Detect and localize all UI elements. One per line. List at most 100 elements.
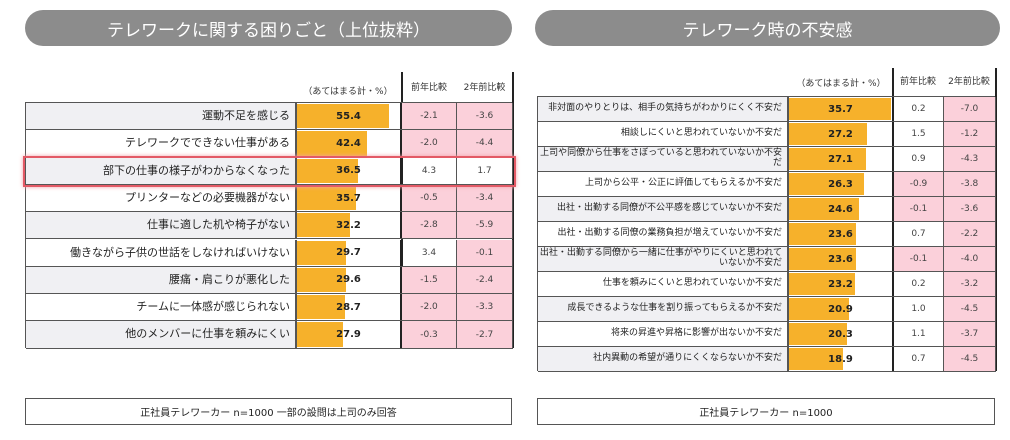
- left-col2-header: 2年前比較: [463, 83, 506, 93]
- bar: [789, 198, 860, 220]
- table-row: 仕事に適した机や椅子がない 32.2 -2.8 -5.9: [26, 212, 513, 240]
- row-label: 仕事を頼みにくいと思われていないか不安だ: [538, 272, 789, 296]
- bar: [297, 158, 358, 183]
- bar: [789, 348, 843, 370]
- left-divider-2: [512, 72, 514, 348]
- row-label: 出社・出勤する同僚が不公平感を感じていないか不安だ: [538, 197, 789, 221]
- two-year-cell: -1.2: [944, 122, 996, 146]
- two-year-cell: -3.3: [457, 294, 513, 321]
- bar-cell: 29.6: [297, 266, 402, 294]
- yoy-cell: 0.2: [894, 97, 944, 121]
- bar-value: 28.7: [336, 301, 361, 313]
- row-label: プリンターなどの必要機器がない: [26, 184, 297, 212]
- two-year-cell: -3.8: [944, 172, 996, 196]
- bar: [789, 323, 847, 345]
- two-year-cell: -4.0: [944, 247, 996, 271]
- table-row: プリンターなどの必要機器がない 35.7 -0.5 -3.4: [26, 184, 513, 213]
- two-year-cell: -0.1: [457, 239, 513, 266]
- table-row: 相談しにくいと思われていないか不安だ 27.2 1.5 -1.2: [538, 122, 996, 147]
- right-divider-2: [995, 68, 997, 371]
- right-col2-header: 2年前比較: [948, 77, 990, 87]
- row-label: 将来の昇進や昇格に影響が出ないか不安だ: [538, 322, 789, 346]
- bar-value: 29.7: [336, 247, 361, 259]
- two-year-cell: -2.7: [457, 321, 513, 348]
- yoy-cell: 0.2: [894, 272, 944, 296]
- two-year-cell: -3.6: [457, 103, 513, 130]
- bar-cell: 32.2: [297, 212, 402, 239]
- table-row: 他のメンバーに仕事を頼みにくい 27.9 -0.3 -2.7: [26, 321, 513, 349]
- bar: [789, 223, 857, 245]
- table-row: 腰痛・肩こりが悪化した 29.6 -1.5 -2.4: [26, 266, 513, 295]
- yoy-cell: -0.5: [402, 184, 457, 212]
- bar: [789, 98, 891, 120]
- bar-value: 23.2: [828, 278, 853, 290]
- bar: [297, 104, 389, 129]
- bar-cell: 20.3: [789, 322, 894, 346]
- bar: [297, 295, 345, 320]
- row-label: 部下の仕事の様子がわからなくなった: [26, 157, 297, 184]
- yoy-cell: -2.8: [402, 212, 457, 239]
- table-row: 運動不足を感じる 55.4 -2.1 -3.6: [26, 103, 513, 131]
- table-row: 出社・出勤する同僚が不公平感を感じていないか不安だ 24.6 -0.1 -3.6: [538, 197, 996, 222]
- bar: [789, 148, 867, 170]
- bar-value: 26.3: [828, 178, 853, 190]
- right-footer-note: 正社員テレワーカー n=1000: [537, 398, 995, 425]
- two-year-cell: -3.7: [944, 322, 996, 346]
- two-year-cell: -4.5: [944, 347, 996, 371]
- bar: [297, 267, 347, 293]
- bar: [297, 185, 357, 211]
- row-label: 上司から公平・公正に評価してもらえるか不安だ: [538, 172, 789, 196]
- bar-cell: 27.9: [297, 321, 402, 348]
- table-row: 仕事を頼みにくいと思われていないか不安だ 23.2 0.2 -3.2: [538, 272, 996, 297]
- bar: [297, 322, 344, 347]
- bar-value: 55.4: [336, 110, 361, 122]
- highlight-box: [23, 155, 516, 187]
- bar: [297, 213, 351, 238]
- two-year-cell: -5.9: [457, 212, 513, 239]
- bar: [297, 131, 368, 156]
- bar-value: 24.6: [828, 203, 853, 215]
- two-year-cell: -3.2: [944, 272, 996, 296]
- row-label: 出社・出勤する同僚から一緒に仕事がやりにくいと思われていないか不安だ: [538, 247, 789, 271]
- yoy-cell: -0.3: [402, 321, 457, 348]
- two-year-cell: -7.0: [944, 97, 996, 121]
- table-row: チームに一体感が感じられない 28.7 -2.0 -3.3: [26, 294, 513, 322]
- bar-cell: 29.7: [297, 239, 402, 266]
- bar-cell: 28.7: [297, 294, 402, 321]
- table-row: 将来の昇進や昇格に影響が出ないか不安だ 20.3 1.1 -3.7: [538, 322, 996, 347]
- two-year-cell: -3.6: [944, 197, 996, 221]
- row-label: 運動不足を感じる: [26, 103, 297, 130]
- table-row: 出社・出勤する同僚から一緒に仕事がやりにくいと思われていないか不安だ 23.6 -0…: [538, 247, 996, 272]
- two-year-cell: -2.2: [944, 222, 996, 246]
- two-year-cell: -2.4: [457, 266, 513, 294]
- bar-value: 29.6: [336, 274, 361, 286]
- bar: [789, 273, 856, 295]
- bar-value: 35.7: [336, 192, 361, 204]
- left-table: 運動不足を感じる 55.4 -2.1 -3.6 テレワークでできない仕事がある 42.4 -…: [23, 102, 516, 349]
- yoy-cell: 1.5: [894, 122, 944, 146]
- bar-cell: 26.3: [789, 172, 894, 196]
- row-label: 相談しにくいと思われていないか不安だ: [538, 122, 789, 146]
- table-row: 成長できるような仕事を割り振ってもらえるか不安だ 20.9 1.0 -4.5: [538, 297, 996, 322]
- yoy-cell: 1.1: [894, 322, 944, 346]
- bar-value: 20.9: [828, 303, 853, 315]
- bar-cell: 20.9: [789, 297, 894, 321]
- two-year-cell: -3.4: [457, 184, 513, 212]
- left-unit-header: （あてはまる計・%）: [303, 87, 393, 97]
- right-title: テレワーク時の不安感: [535, 10, 1000, 46]
- bar-value: 36.5: [336, 165, 361, 177]
- row-label: 腰痛・肩こりが悪化した: [26, 266, 297, 294]
- table-row: 部下の仕事の様子がわからなくなった 36.5 4.3 1.7: [26, 157, 513, 185]
- yoy-cell: 3.4: [402, 239, 457, 266]
- yoy-cell: -2.0: [402, 294, 457, 321]
- two-year-cell: -4.3: [944, 147, 996, 171]
- bar-value: 27.1: [828, 153, 853, 165]
- table-row: 社内異動の希望が通りにくくならないか不安だ 18.9 0.7 -4.5: [538, 347, 996, 372]
- bar: [789, 123, 867, 145]
- two-year-cell: -4.5: [944, 297, 996, 321]
- left-col1-header: 前年比較: [410, 83, 447, 93]
- right-col1-header: 前年比較: [899, 77, 936, 87]
- bar: [789, 248, 857, 270]
- yoy-cell: 4.3: [402, 157, 457, 184]
- table-row: 出社・出勤する同僚の業務負担が増えていないか不安だ 23.6 0.7 -2.2: [538, 222, 996, 247]
